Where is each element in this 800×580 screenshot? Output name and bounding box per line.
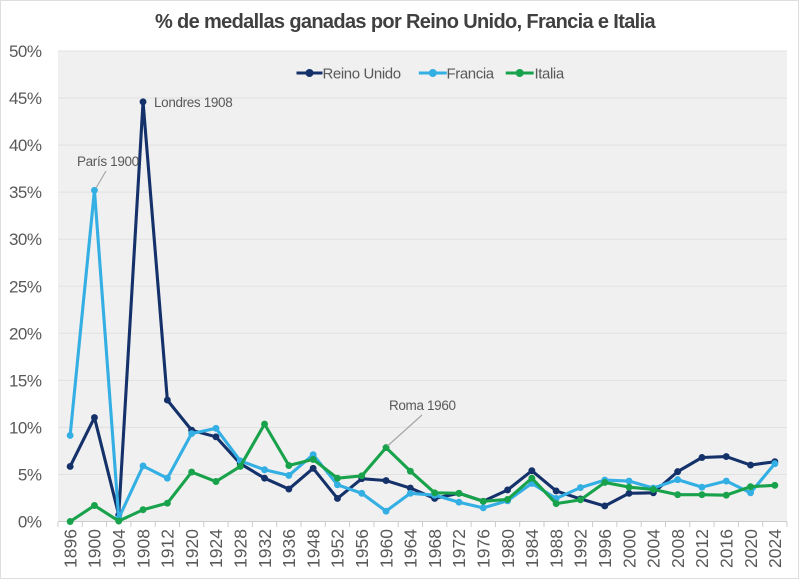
svg-text:1980: 1980 (498, 529, 518, 568)
svg-text:40%: 40% (9, 136, 42, 155)
svg-text:Italia: Italia (535, 66, 565, 83)
svg-text:1928: 1928 (230, 529, 250, 568)
svg-text:1976: 1976 (473, 529, 493, 568)
svg-text:Londres 1908: Londres 1908 (154, 95, 232, 110)
svg-text:1964: 1964 (401, 529, 421, 568)
svg-text:1908: 1908 (133, 529, 153, 568)
svg-text:1988: 1988 (546, 529, 566, 568)
svg-text:50%: 50% (9, 42, 42, 61)
svg-text:5%: 5% (18, 465, 42, 484)
svg-text:Roma 1960: Roma 1960 (389, 398, 456, 413)
svg-text:1948: 1948 (303, 529, 323, 568)
svg-text:1924: 1924 (206, 529, 226, 568)
svg-text:1968: 1968 (425, 529, 445, 568)
svg-text:2024: 2024 (765, 529, 785, 568)
svg-text:20%: 20% (9, 324, 42, 343)
svg-text:1952: 1952 (328, 529, 348, 568)
svg-text:1992: 1992 (571, 529, 591, 568)
svg-text:10%: 10% (9, 418, 42, 437)
svg-text:Francia: Francia (447, 66, 495, 83)
svg-text:2004: 2004 (644, 529, 664, 568)
svg-text:Reino Unido: Reino Unido (323, 66, 401, 83)
svg-text:1960: 1960 (376, 529, 396, 568)
svg-text:París 1900: París 1900 (77, 154, 139, 169)
svg-text:1956: 1956 (352, 529, 372, 568)
svg-text:1996: 1996 (595, 529, 615, 568)
svg-text:2012: 2012 (692, 529, 712, 568)
svg-text:15%: 15% (9, 371, 42, 390)
svg-text:1904: 1904 (109, 529, 129, 568)
svg-text:35%: 35% (9, 183, 42, 202)
svg-text:45%: 45% (9, 89, 42, 108)
svg-text:0%: 0% (18, 513, 42, 532)
svg-text:2020: 2020 (741, 529, 761, 568)
svg-text:1984: 1984 (522, 529, 542, 568)
svg-text:30%: 30% (9, 230, 42, 249)
svg-text:2016: 2016 (716, 529, 736, 568)
svg-text:2008: 2008 (668, 529, 688, 568)
svg-text:1932: 1932 (255, 529, 275, 568)
svg-text:25%: 25% (9, 277, 42, 296)
svg-text:1936: 1936 (279, 529, 299, 568)
svg-text:1920: 1920 (182, 529, 202, 568)
svg-text:1900: 1900 (85, 529, 105, 568)
svg-text:1896: 1896 (60, 529, 80, 568)
svg-text:2000: 2000 (619, 529, 639, 568)
svg-text:% de medallas ganadas por Rein: % de medallas ganadas por Reino Unido, F… (155, 11, 656, 33)
svg-text:1972: 1972 (449, 529, 469, 568)
svg-text:1912: 1912 (158, 529, 178, 568)
